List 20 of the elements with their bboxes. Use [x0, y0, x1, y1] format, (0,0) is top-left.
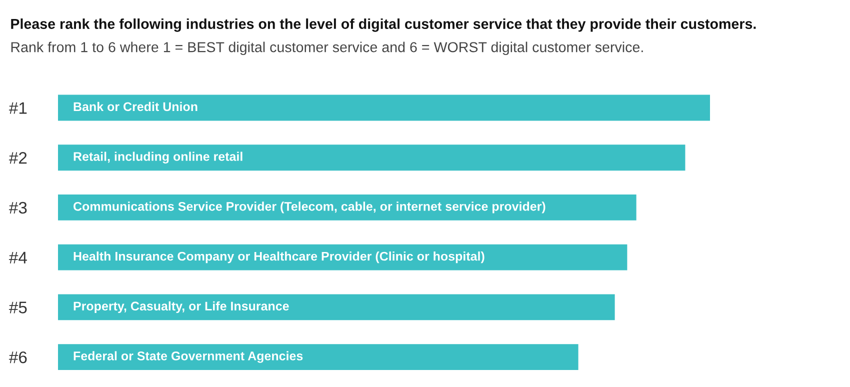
bar: [58, 194, 636, 220]
bar: [58, 344, 578, 370]
y-tick-label: #3: [8, 202, 27, 214]
annotation: Health Insurance Company or Healthcare Provider (Clinic or hospital): [74, 251, 484, 264]
y-tick-label: #1: [8, 102, 27, 114]
bar: [58, 144, 686, 171]
bar: [58, 94, 710, 121]
bar: [58, 294, 615, 320]
y-tick-label: #5: [8, 302, 27, 314]
bar: [58, 244, 628, 270]
annotation: Federal or State Government Agencies: [74, 351, 303, 363]
y-tick-label: #6: [8, 351, 27, 364]
y-tick-label: #4: [8, 252, 27, 264]
chart-title: Please rank the following industries on the level of digital customer service that they provide their customers.: [11, 18, 756, 32]
annotation: Bank or Credit Union: [74, 102, 198, 112]
annotation: Property, Casualty, or Life Insurance: [74, 301, 289, 314]
chart-subtitle: Rank from 1 to 6 where 1 = BEST digital customer service and 6 = WORST digital customer service.: [11, 42, 643, 56]
annotation: Communications Service Provider (Telecom, cable, or internet service provider): [74, 202, 546, 214]
annotation: Retail, including online retail: [74, 152, 242, 164]
y-tick-label: #2: [8, 152, 27, 164]
